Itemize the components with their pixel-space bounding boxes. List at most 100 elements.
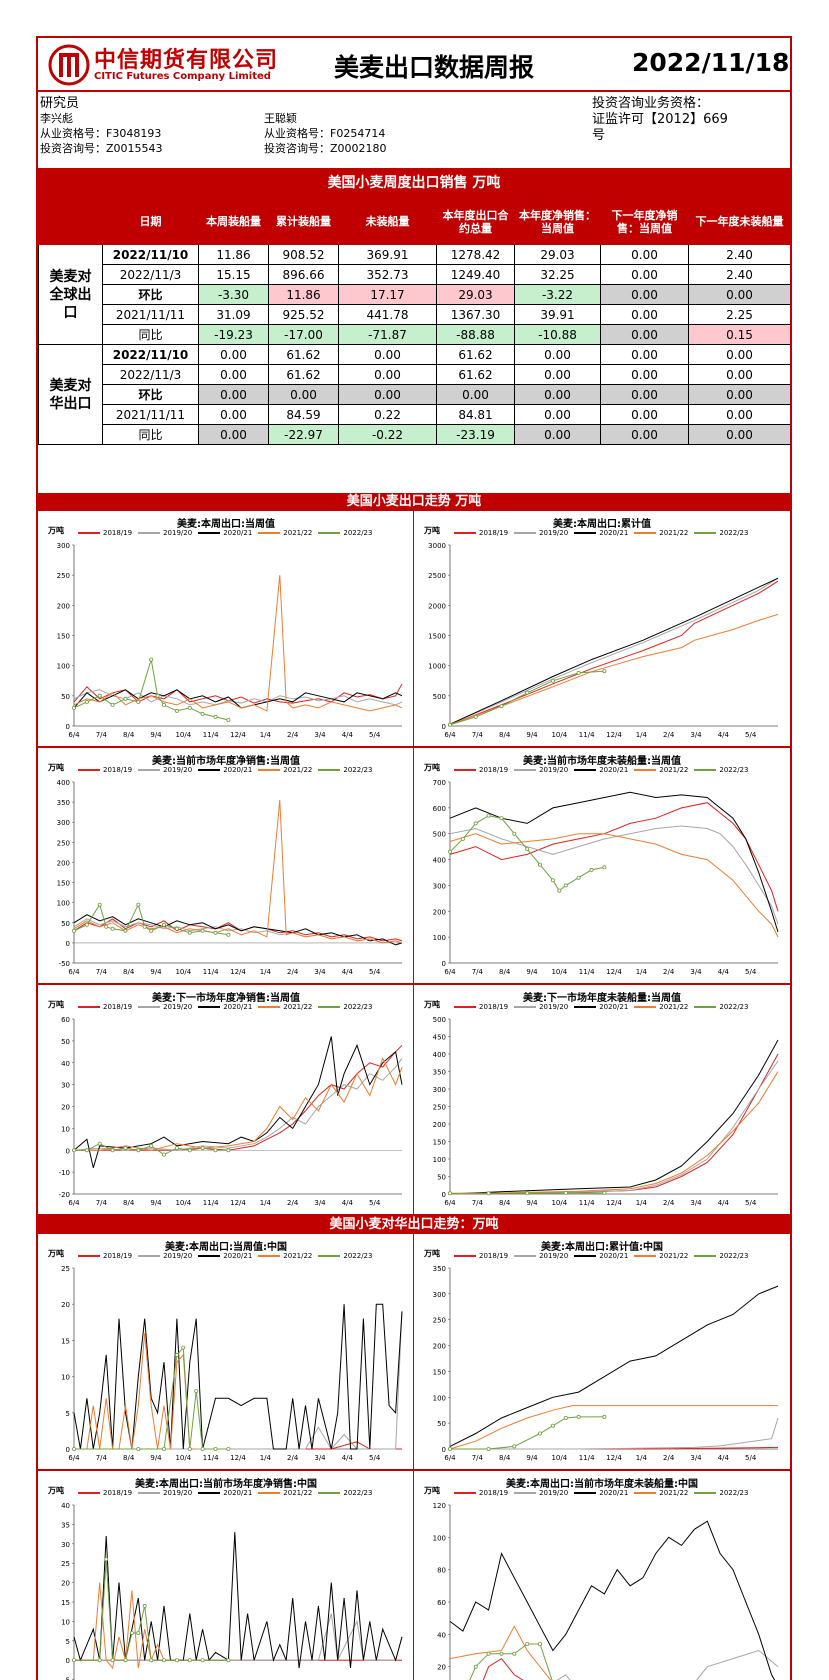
legend-item: 2020/21: [198, 1489, 252, 1497]
chart-svg: 0204060801001206/47/48/49/410/411/412/41…: [433, 1502, 779, 1680]
chart-panel-c1: 美麦:本周出口:当周值 万吨 2018/19 2019/20 2020/21 2021/2…: [38, 511, 414, 748]
row-date: 同比: [102, 324, 199, 345]
table-cell: 369.91: [338, 244, 437, 265]
legend-label: 2021/22: [283, 1003, 313, 1011]
series-point-2022-23: [97, 1141, 102, 1146]
legend-swatch: [634, 769, 657, 771]
series-point-2022-23: [550, 1423, 555, 1428]
legend-label: 2018/19: [479, 1489, 509, 1497]
series-line-2022-23: [74, 1346, 229, 1450]
y-tick-label: 200: [433, 908, 446, 916]
y-tick-label: 50: [437, 1420, 446, 1428]
y-tick-label: 10: [61, 1618, 70, 1626]
y-tick-label: 50: [61, 1038, 70, 1046]
x-tick-label: 4/4: [342, 968, 354, 976]
x-tick-label: 7/4: [96, 1454, 108, 1462]
series-point-2022-23: [213, 1446, 218, 1451]
table-row: 2021/11/11 0.00 84.59 0.22 84.81 0.00 0.00 0.00: [39, 404, 790, 425]
china-trend-band: 美国小麦对华出口走势：万吨: [38, 1216, 790, 1234]
legend-item: 2022/23: [694, 1003, 748, 1011]
legend-item: 2022/23: [694, 766, 748, 774]
legend-item: 2018/19: [78, 766, 132, 774]
series-point-2022-23: [72, 1658, 77, 1663]
y-tick-label: 250: [433, 1104, 446, 1112]
x-tick-label: 3/4: [690, 1199, 702, 1207]
series-point-2022-23: [512, 1444, 517, 1449]
y-tick-label: 0: [66, 723, 70, 731]
chart-legend: 2018/19 2019/20 2020/21 2021/22 2022/23: [454, 1252, 748, 1260]
legend-swatch: [574, 1255, 597, 1257]
legend-swatch: [198, 1255, 221, 1257]
x-tick-label: 4/4: [718, 1454, 730, 1462]
legend-label: 2018/19: [479, 529, 509, 537]
series-point-2022-23: [187, 1148, 192, 1153]
table-cell: 0.00: [514, 384, 601, 405]
legend-item: 2021/22: [258, 1489, 312, 1497]
legend-item: 2020/21: [574, 766, 628, 774]
chart-panel-c9: 美麦:本周出口:当前市场年度净销售:中国 万吨 2018/19 2019/20 2020…: [38, 1471, 414, 1680]
legend-item: 2018/19: [454, 766, 508, 774]
x-tick-label: 2/4: [287, 731, 299, 739]
series-point-2022-23: [136, 1446, 141, 1451]
table-cell: 17.17: [338, 284, 437, 305]
legend-swatch: [574, 769, 597, 771]
legend-item: 2018/19: [454, 1489, 508, 1497]
series-line-2019-20: [74, 1311, 403, 1450]
table-cell: 32.25: [514, 264, 601, 285]
table-cell: -10.88: [514, 324, 601, 345]
series-point-2022-23: [84, 922, 89, 927]
x-tick-label: 12/4: [230, 1454, 246, 1462]
x-tick-label: 9/4: [150, 731, 162, 739]
series-line-2021-22: [73, 800, 403, 944]
y-tick-label: 0: [442, 723, 446, 731]
y-tick-label: 5: [66, 1410, 70, 1418]
legend-item: 2021/22: [258, 1252, 312, 1260]
legend-label: 2020/21: [223, 1252, 253, 1260]
y-tick-label: 100: [57, 663, 70, 671]
researcher-b-advisory: 投资咨询号：Z0002180: [264, 142, 387, 155]
legend-swatch: [454, 1492, 476, 1494]
y-tick-label: 250: [57, 572, 70, 580]
series-point-2022-23: [72, 928, 77, 933]
x-tick-label: 8/4: [123, 1199, 135, 1207]
series-point-2022-23: [486, 1651, 491, 1656]
y-tick-label: 20: [61, 1104, 70, 1112]
y-tick-label: 350: [57, 799, 70, 807]
series-point-2022-23: [538, 862, 543, 867]
x-tick-label: 10/4: [551, 731, 567, 739]
table-cell: -88.88: [436, 324, 515, 345]
series-line-2019-20: [449, 577, 779, 725]
chart-legend: 2018/19 2019/20 2020/21 2021/22 2022/23: [78, 1003, 372, 1011]
chart-panel-c3: 美麦:当前市场年度净销售:当周值 万吨 2018/19 2019/20 2020/21 2…: [38, 748, 414, 985]
column-header: 日期: [102, 198, 199, 245]
series-point-2022-23: [512, 1651, 517, 1656]
x-tick-label: 11/4: [579, 968, 595, 976]
series-point-2022-23: [97, 1658, 102, 1663]
chart-svg: 0 50 100 150 200 250 300 350 400 450 500 6/4 7/4 8/4 9…: [433, 1016, 779, 1207]
legend-label: 2019/20: [539, 1252, 569, 1260]
legend-label: 2019/20: [163, 1252, 193, 1260]
series-point-2022-23: [181, 1345, 186, 1350]
x-tick-label: 4/4: [718, 731, 730, 739]
legend-swatch: [454, 1006, 476, 1008]
row-date: 2022/11/10: [102, 244, 199, 265]
chart-title: 美麦:本周出口:累计值:中国: [541, 1242, 663, 1253]
x-tick-label: 10/4: [551, 1454, 567, 1462]
x-tick-label: 10/4: [551, 1199, 567, 1207]
legend-swatch: [634, 1006, 657, 1008]
series-point-2022-23: [576, 1414, 581, 1419]
y-tick-label: 1500: [428, 633, 446, 641]
series-point-2022-23: [589, 867, 594, 872]
x-tick-label: 7/4: [96, 968, 108, 976]
legend-label: 2020/21: [599, 1252, 629, 1260]
y-tick-label: 10: [61, 1374, 70, 1382]
y-tick-label: 15: [61, 1599, 70, 1607]
table-cell: 0.00: [600, 344, 689, 365]
chart-axis: [449, 545, 778, 727]
legend-item: 2022/23: [318, 1489, 372, 1497]
series-line-2020-21: [73, 1303, 403, 1450]
table-cell: 0.00: [600, 384, 689, 405]
legend-item: 2020/21: [574, 1003, 628, 1011]
x-tick-label: 7/4: [472, 1454, 484, 1462]
series-line-2020-21: [73, 689, 403, 709]
